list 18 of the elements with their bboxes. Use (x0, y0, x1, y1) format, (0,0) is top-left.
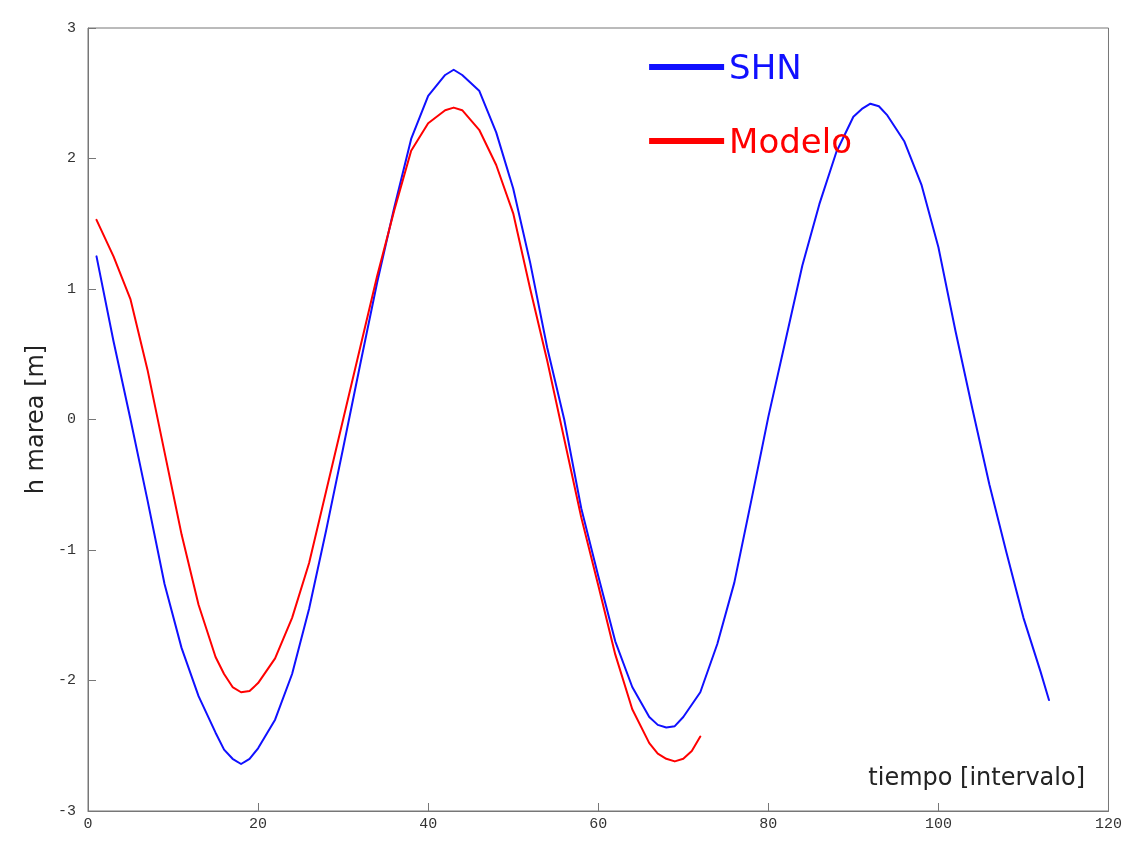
y-axis-title: h marea [m] (21, 344, 50, 495)
x-tick-label: 40 (419, 816, 438, 833)
y-tick-label: 0 (66, 411, 76, 428)
x-tick-label: 100 (924, 816, 952, 833)
y-tick-label: 2 (66, 150, 76, 167)
x-axis-title: tiempo [intervalo] (868, 763, 1086, 791)
y-tick-label: -2 (57, 672, 76, 689)
x-tick-label: 0 (83, 816, 93, 833)
x-tick-label: 120 (1094, 816, 1123, 833)
y-tick-label: -1 (57, 541, 76, 559)
line-series (95, 106, 702, 763)
x-tick-label: 80 (759, 816, 778, 833)
x-tick-label: 20 (249, 816, 268, 833)
legend-label: SHN (729, 47, 802, 87)
x-tick-label: 60 (589, 816, 608, 833)
y-tick-label: 1 (66, 280, 76, 298)
y-tick-label: 3 (66, 19, 76, 37)
y-tick-label: -3 (57, 802, 76, 820)
